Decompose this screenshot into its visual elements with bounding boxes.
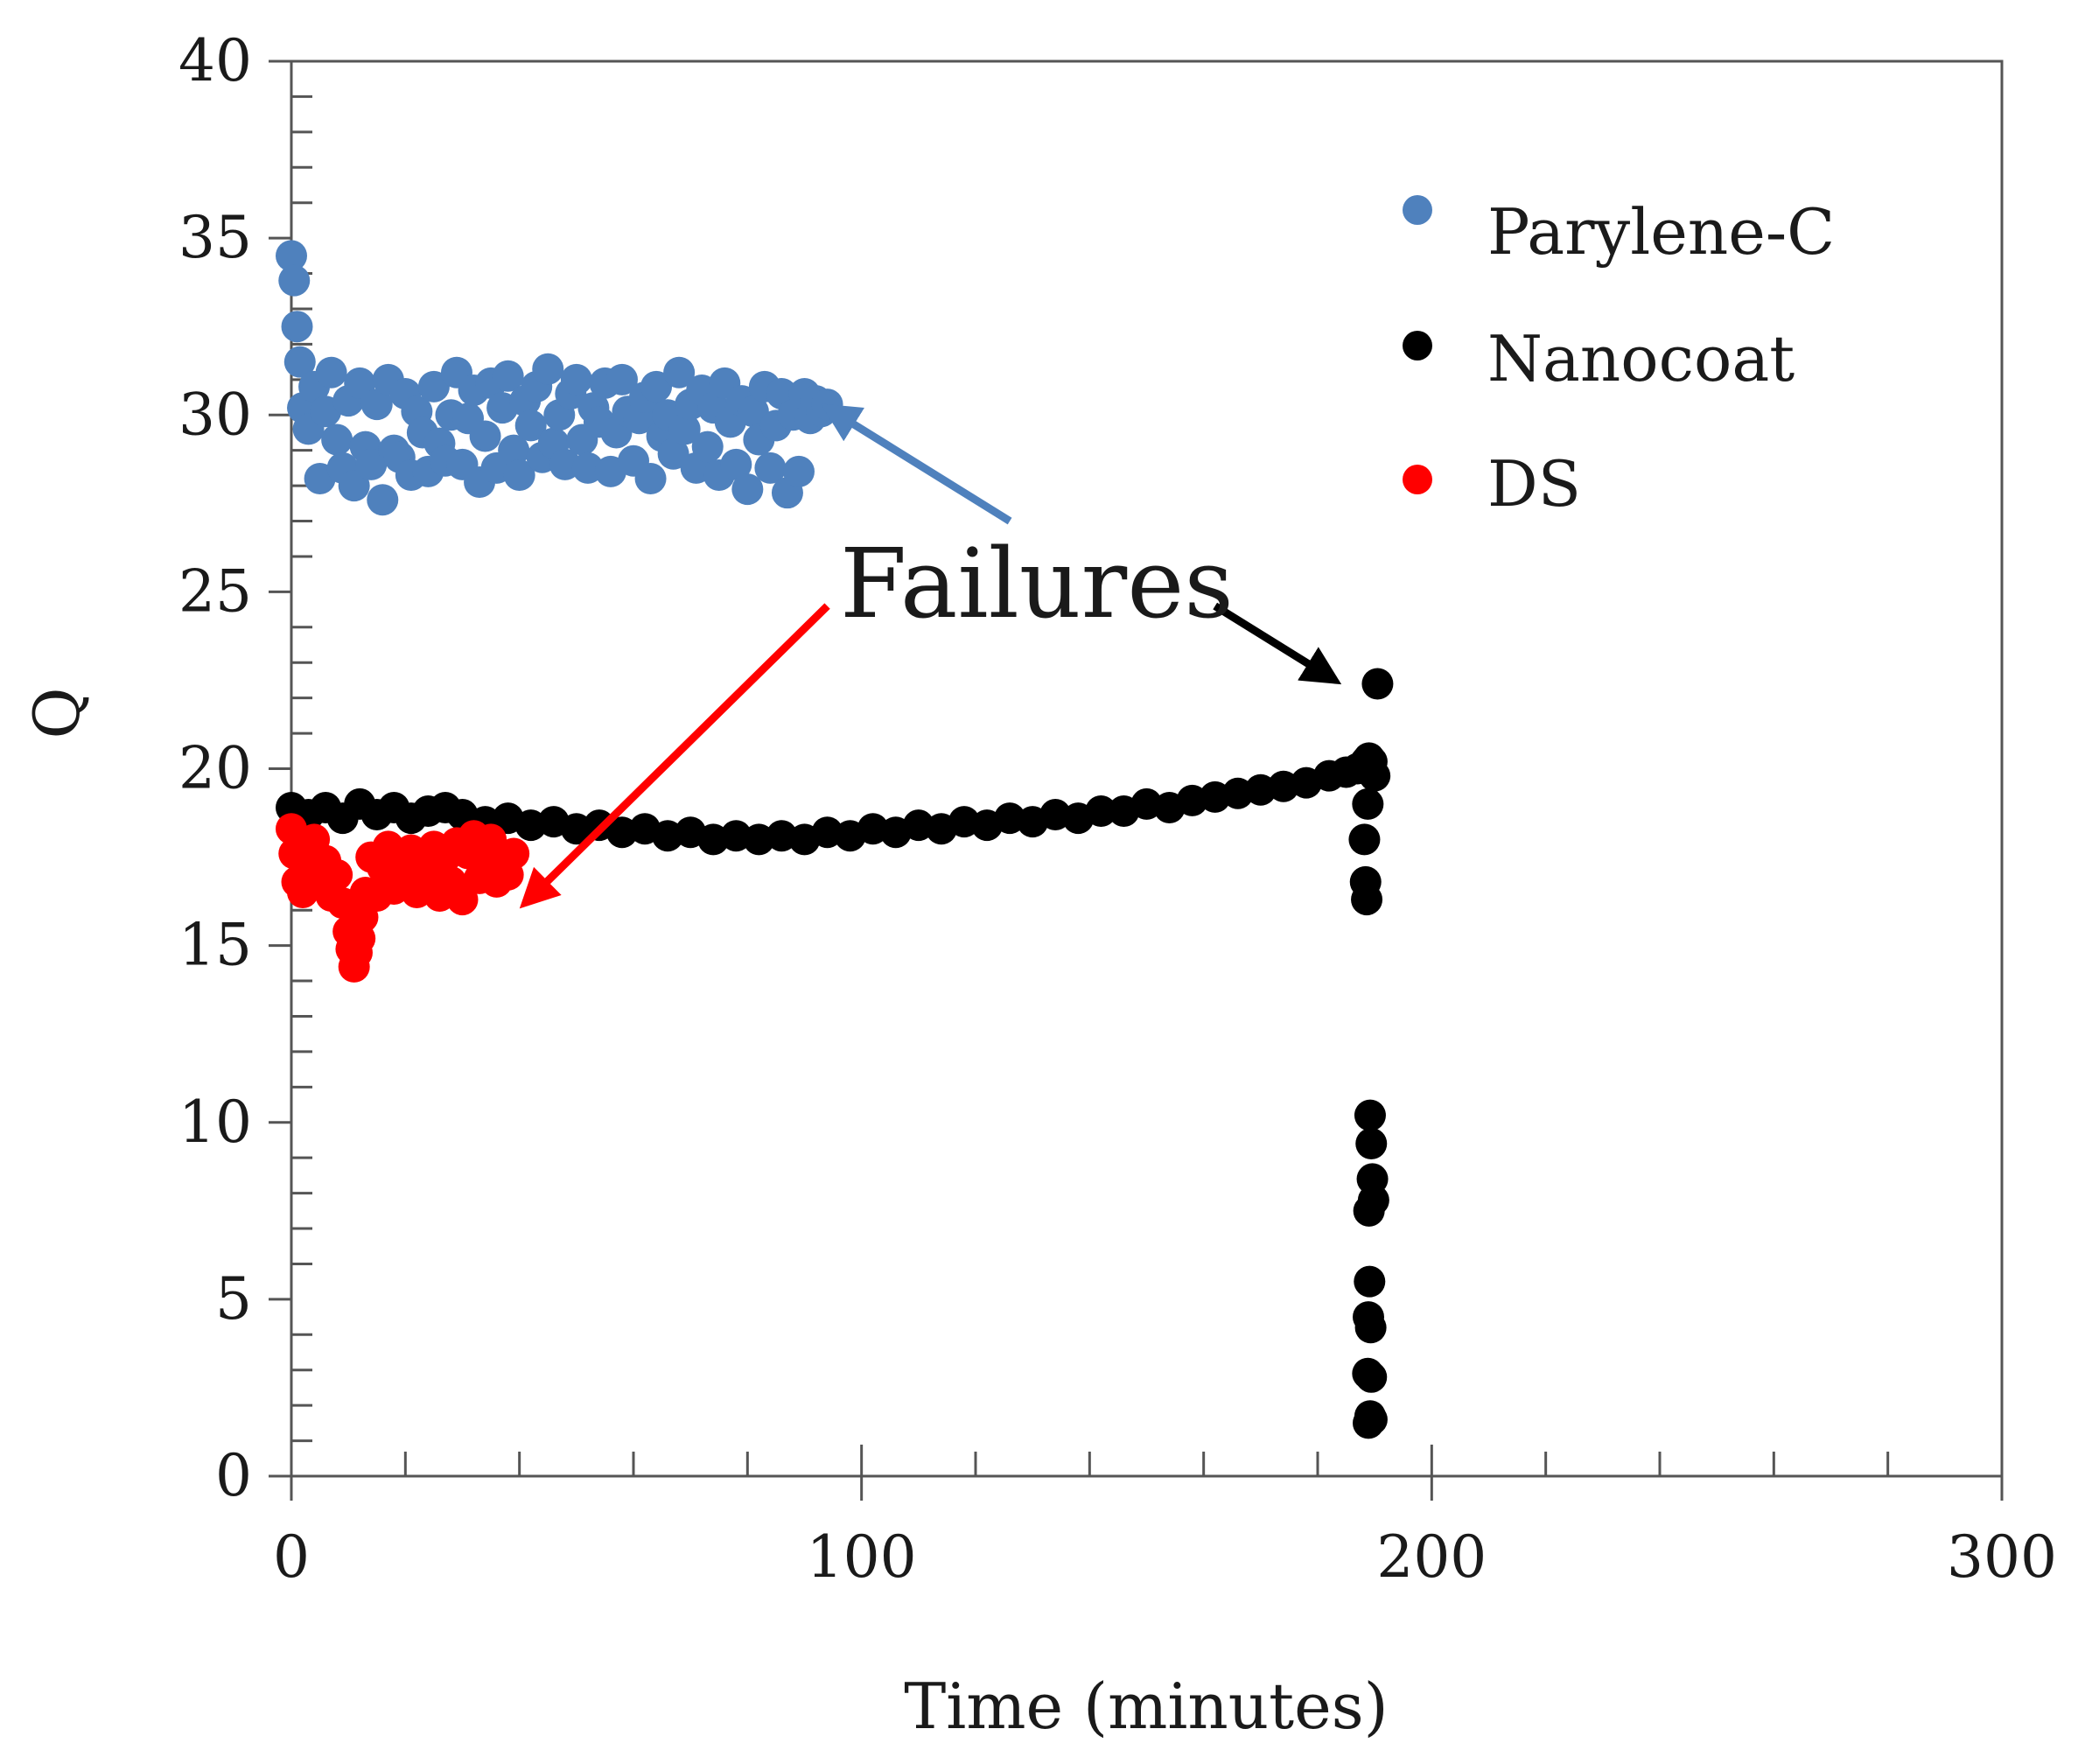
legend-marker-parylene-c — [1403, 195, 1432, 225]
y-tick-label: 30 — [178, 381, 252, 448]
y-tick-label: 40 — [178, 27, 252, 94]
point-parylene-c — [492, 360, 524, 392]
point-parylene-c — [367, 484, 399, 516]
point-nanocoat-low — [1355, 1404, 1388, 1436]
plot-area-frame — [290, 60, 2004, 1478]
legend-label-parylene-c: Parylene-C — [1487, 195, 1835, 269]
point-nanocoat-low — [1353, 1194, 1385, 1227]
data-points — [276, 240, 1394, 1439]
y-tick-label: 5 — [215, 1265, 252, 1333]
x-tick-label: 0 — [273, 1523, 310, 1591]
x-tick-label: 300 — [1947, 1523, 2057, 1591]
point-parylene-c — [417, 370, 450, 402]
legend-marker-nanocoat — [1403, 331, 1432, 360]
point-parylene-c — [731, 473, 764, 506]
point-nanocoat — [1354, 1099, 1386, 1131]
y-tick-label: 35 — [178, 204, 252, 271]
failure-arrow-1 — [519, 603, 830, 909]
point-nanocoat — [1085, 795, 1117, 828]
y-axis-title: Q — [20, 687, 94, 738]
point-nanocoat — [1354, 1265, 1386, 1298]
point-parylene-c — [640, 370, 673, 402]
point-ds — [498, 837, 530, 870]
y-tick-label: 0 — [215, 1442, 252, 1509]
point-nanocoat — [1354, 1312, 1387, 1344]
point-parylene-c — [720, 448, 752, 480]
legend-label-nanocoat: Nanocoat — [1487, 322, 1795, 396]
point-parylene-c — [321, 424, 353, 456]
y-tick-label: 15 — [178, 912, 252, 979]
failure-arrow-2 — [1213, 602, 1342, 685]
point-parylene-c — [278, 264, 311, 297]
failure-arrows — [519, 403, 1342, 909]
point-nanocoat — [1361, 668, 1394, 700]
point-parylene-c — [360, 388, 393, 421]
y-tick-label: 25 — [178, 557, 252, 625]
failure-arrow-0 — [820, 403, 1012, 525]
point-parylene-c — [469, 420, 501, 452]
point-parylene-c — [276, 240, 307, 272]
point-parylene-c — [737, 396, 769, 428]
x-tick-label: 200 — [1376, 1523, 1487, 1591]
point-parylene-c — [634, 463, 667, 495]
point-parylene-c — [283, 346, 316, 378]
point-ds — [321, 858, 353, 891]
point-parylene-c — [355, 448, 388, 480]
point-parylene-c — [344, 367, 376, 399]
point-parylene-c — [691, 430, 724, 463]
x-axis-title: Time (minutes) — [904, 1670, 1389, 1743]
point-parylene-c — [514, 410, 547, 442]
point-parylene-c — [560, 363, 592, 396]
point-parylene-c — [315, 356, 347, 388]
y-tick-label: 10 — [178, 1088, 252, 1156]
legend: Parylene-C Nanocoat DS — [1403, 195, 1835, 521]
point-parylene-c — [503, 458, 535, 491]
point-nanocoat — [1359, 760, 1391, 792]
x-axis: 0 100 200 300 — [273, 1445, 2057, 1591]
point-nanocoat — [1351, 884, 1383, 916]
point-nanocoat-low — [1355, 1361, 1388, 1393]
point-parylene-c — [657, 438, 689, 470]
point-parylene-c — [663, 356, 696, 388]
point-parylene-c — [338, 470, 370, 502]
y-axis: 0 5 10 15 20 25 30 35 40 — [178, 27, 312, 1509]
x-tick-label: 100 — [807, 1523, 917, 1591]
y-tick-label: 20 — [178, 735, 252, 802]
point-nanocoat — [1352, 788, 1384, 820]
point-parylene-c — [281, 311, 313, 343]
failures-annotation: Failures — [840, 528, 1234, 640]
point-parylene-c — [498, 434, 530, 466]
point-parylene-c — [754, 452, 787, 484]
point-parylene-c — [668, 413, 701, 445]
point-nanocoat — [1355, 1128, 1388, 1160]
point-ds — [446, 884, 479, 916]
point-parylene-c — [532, 353, 564, 385]
legend-label-ds: DS — [1487, 447, 1581, 521]
legend-marker-ds — [1403, 465, 1432, 494]
point-parylene-c — [605, 363, 638, 396]
point-nanocoat — [1348, 823, 1381, 856]
point-parylene-c — [782, 455, 815, 487]
